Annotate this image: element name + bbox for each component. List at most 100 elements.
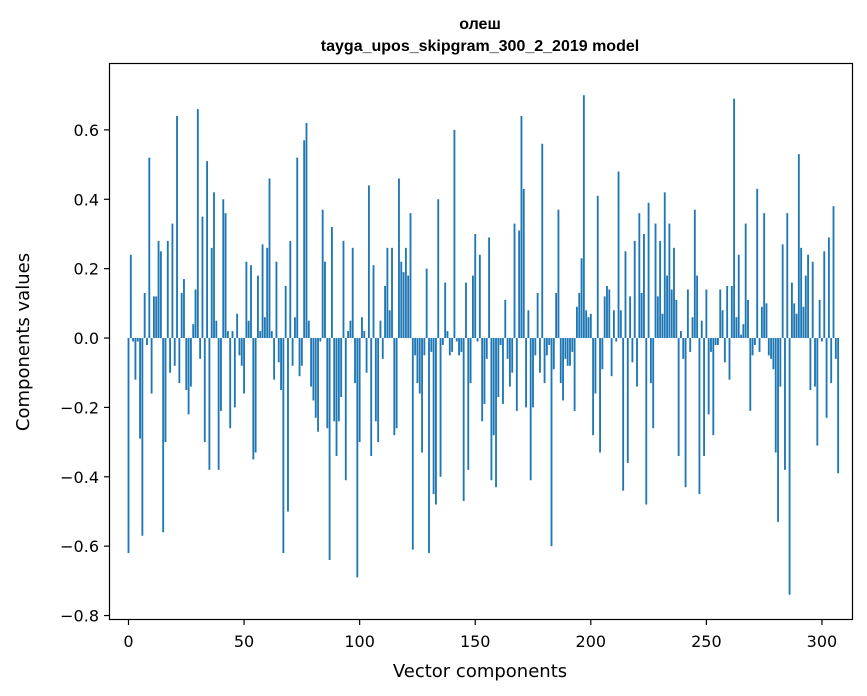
bar bbox=[728, 338, 731, 380]
bar bbox=[277, 338, 280, 363]
bar bbox=[629, 296, 632, 339]
bar bbox=[326, 338, 329, 429]
bar bbox=[742, 324, 745, 339]
bar bbox=[710, 338, 712, 352]
bar bbox=[342, 240, 345, 339]
bar bbox=[656, 296, 659, 339]
bar bbox=[534, 338, 537, 356]
x-tick-label: 300 bbox=[807, 632, 838, 651]
bar bbox=[744, 223, 747, 339]
bar bbox=[476, 338, 479, 342]
bar bbox=[548, 338, 551, 345]
bar bbox=[737, 254, 740, 339]
bar bbox=[682, 338, 685, 359]
bar bbox=[700, 320, 703, 339]
bar bbox=[677, 338, 680, 456]
bar bbox=[183, 279, 185, 339]
bar bbox=[351, 247, 354, 339]
bar bbox=[784, 338, 786, 470]
bar bbox=[402, 272, 405, 339]
bar bbox=[559, 338, 562, 384]
bar bbox=[636, 338, 638, 387]
bar bbox=[733, 98, 736, 339]
bar bbox=[529, 338, 532, 481]
bar bbox=[141, 338, 144, 536]
bar bbox=[305, 122, 308, 339]
bar-series bbox=[127, 95, 840, 595]
bar bbox=[273, 338, 276, 380]
x-tick-label: 100 bbox=[344, 632, 375, 651]
bar bbox=[837, 338, 840, 474]
bar bbox=[740, 334, 742, 339]
bar bbox=[335, 338, 338, 456]
bar bbox=[220, 338, 222, 411]
bar bbox=[465, 282, 467, 339]
bar bbox=[425, 268, 428, 339]
bar bbox=[811, 261, 814, 339]
bar bbox=[199, 338, 202, 359]
bar bbox=[453, 129, 456, 339]
bar bbox=[361, 317, 363, 339]
bar bbox=[194, 289, 197, 339]
bar bbox=[298, 338, 301, 377]
bar bbox=[171, 223, 174, 339]
bar bbox=[499, 338, 502, 345]
bar bbox=[543, 338, 546, 384]
bar bbox=[294, 317, 296, 339]
bar bbox=[821, 338, 823, 342]
bar bbox=[504, 299, 507, 339]
bar bbox=[439, 338, 442, 477]
y-tick-label: −0.4 bbox=[60, 468, 99, 487]
bar bbox=[800, 247, 803, 339]
bar bbox=[386, 247, 389, 339]
bar bbox=[451, 338, 454, 352]
bar bbox=[698, 338, 701, 495]
x-tick-label: 250 bbox=[691, 632, 722, 651]
bar bbox=[471, 275, 474, 339]
bar bbox=[330, 227, 333, 339]
bar bbox=[203, 338, 206, 443]
bar bbox=[756, 188, 759, 339]
bar bbox=[751, 338, 754, 356]
x-tick-label: 0 bbox=[123, 632, 133, 651]
bar bbox=[307, 320, 310, 339]
bar bbox=[661, 313, 664, 339]
bar bbox=[490, 338, 493, 481]
bar bbox=[129, 254, 132, 339]
bar bbox=[721, 310, 724, 339]
bar bbox=[753, 338, 756, 345]
bar bbox=[707, 338, 710, 415]
bar bbox=[569, 338, 571, 366]
x-axis-label: Vector components bbox=[393, 661, 567, 682]
bar bbox=[585, 310, 588, 339]
bar bbox=[689, 338, 692, 352]
chart-subtitle: tayga_upos_skipgram_300_2_2019 model bbox=[321, 38, 639, 55]
bar bbox=[654, 223, 657, 339]
bar bbox=[233, 338, 236, 408]
bar bbox=[647, 202, 650, 339]
bar bbox=[485, 338, 488, 359]
bar bbox=[594, 338, 597, 394]
bar bbox=[134, 338, 137, 380]
bar bbox=[705, 289, 708, 339]
bar bbox=[772, 338, 775, 370]
bar bbox=[226, 331, 229, 339]
bar bbox=[603, 296, 606, 339]
bar bbox=[633, 240, 636, 339]
bar bbox=[432, 338, 435, 495]
y-tick-label: 0.4 bbox=[74, 190, 99, 209]
bar bbox=[747, 299, 749, 339]
bar bbox=[257, 275, 259, 339]
bar bbox=[446, 331, 449, 339]
bar bbox=[712, 338, 715, 436]
bar bbox=[659, 240, 662, 339]
bar bbox=[552, 338, 555, 370]
bar bbox=[823, 251, 826, 339]
bar bbox=[354, 338, 356, 384]
y-tick-label: 0.0 bbox=[74, 329, 99, 348]
bar bbox=[192, 324, 195, 339]
bar bbox=[289, 240, 292, 339]
bar bbox=[793, 303, 796, 339]
bar bbox=[478, 254, 481, 339]
bar bbox=[324, 261, 326, 339]
